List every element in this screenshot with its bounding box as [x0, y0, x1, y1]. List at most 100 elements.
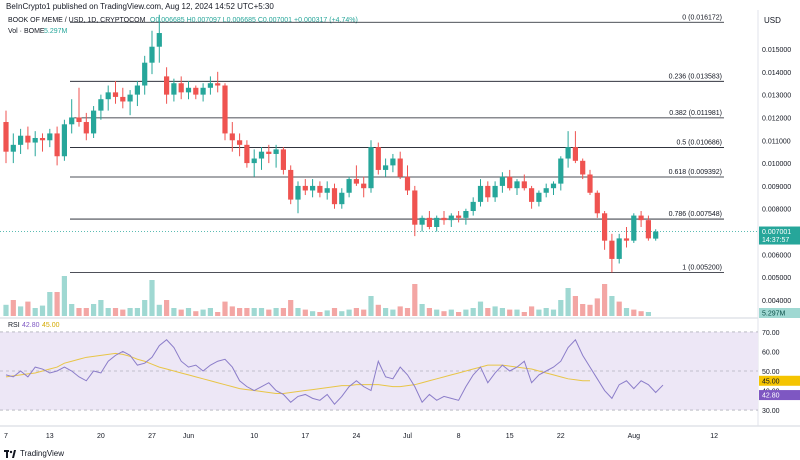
candle-body — [580, 160, 586, 175]
time-tick-label: 7 — [4, 433, 8, 440]
volume-bar — [280, 308, 286, 316]
candle-body — [258, 151, 265, 159]
volume-bar — [412, 284, 418, 316]
candle-body — [25, 135, 31, 143]
candle-body — [302, 185, 308, 191]
volume-bar — [273, 308, 279, 316]
candle-body — [280, 149, 286, 170]
candle-body — [616, 238, 622, 259]
volume-bar — [310, 311, 316, 316]
volume-bar — [507, 309, 513, 316]
volume-bar — [514, 309, 520, 316]
volume-bar — [565, 288, 571, 316]
volume-bar — [39, 305, 46, 316]
candle-body — [645, 220, 651, 239]
price-tick-label: 0.009000 — [762, 184, 791, 191]
candle-body — [609, 240, 615, 259]
price-tick-label: 0.008000 — [762, 207, 791, 214]
candle-body — [404, 176, 411, 191]
volume-bar — [456, 312, 462, 316]
price-tick-label: 0.010000 — [762, 161, 791, 168]
volume-bar — [587, 304, 593, 316]
symbol-title: BOOK OF MEME / USD, 1D, CRYPTOCOM — [8, 17, 146, 24]
last-price-badge — [759, 226, 800, 245]
volume-bar — [324, 310, 330, 316]
candle-body — [492, 185, 498, 198]
footer-brand[interactable]: TradingView — [4, 449, 64, 458]
candle-body — [98, 99, 104, 111]
currency-label: USD — [764, 16, 781, 25]
tradingview-logo-icon — [4, 449, 16, 458]
volume-bar — [580, 304, 586, 316]
candle-body — [120, 96, 126, 102]
volume-bar — [178, 309, 184, 316]
time-tick-label: 15 — [506, 433, 514, 440]
time-tick-label: 8 — [457, 433, 461, 440]
footer-brand-text: TradingView — [20, 449, 65, 458]
candle-body — [426, 217, 432, 227]
last-price-text: 0.007001 — [762, 229, 791, 236]
volume-bar — [200, 309, 206, 316]
rsi-tick-label: 50.00 — [762, 369, 780, 376]
volume-bar — [105, 308, 111, 316]
volume-bar — [441, 311, 447, 316]
price-tick-label: 0.004000 — [762, 298, 791, 305]
volume-bar — [543, 308, 549, 316]
volume-bar — [492, 306, 498, 316]
candle-body — [164, 76, 170, 95]
rsi-line — [5, 338, 664, 406]
candle-body — [558, 158, 564, 184]
candle-body — [39, 137, 46, 141]
price-tick-label: 0.013000 — [762, 93, 791, 100]
volume-bar — [61, 276, 67, 316]
volume-bar — [258, 308, 265, 316]
candle-body — [273, 149, 279, 154]
volume-bar — [550, 309, 557, 316]
candle-body — [623, 238, 630, 241]
volume-bar — [295, 308, 301, 316]
volume-bar — [54, 292, 60, 316]
candle-body — [193, 87, 199, 95]
publisher-line: BeInCrypto1 published on TradingView.com… — [6, 2, 274, 11]
volume-bar — [558, 300, 564, 316]
candle-body — [215, 83, 221, 86]
candle-body — [412, 190, 418, 225]
candle-body — [602, 213, 608, 241]
candle-body — [470, 201, 476, 212]
candle-body — [61, 124, 67, 157]
volume-bar — [302, 309, 308, 316]
candle-body — [529, 188, 535, 202]
candle-body — [514, 181, 520, 189]
volume-bar — [83, 308, 89, 316]
volume-bar — [317, 312, 323, 316]
volume-bar — [237, 308, 243, 316]
volume-bar — [383, 308, 389, 316]
candle-body — [565, 147, 571, 159]
volume-bar — [244, 308, 250, 316]
candle-body — [485, 185, 491, 198]
volume-bar — [470, 308, 476, 316]
candle-body — [361, 183, 367, 189]
volume-bar — [156, 304, 162, 316]
price-tick-label: 0.015000 — [762, 47, 791, 54]
time-tick-label: 24 — [353, 433, 361, 440]
volume-bar — [18, 306, 24, 316]
fib-label: 1 (0.005200) — [682, 265, 722, 272]
candle-body — [572, 147, 578, 161]
volume-bar — [397, 306, 403, 316]
volume-bar — [185, 308, 192, 316]
candle-body — [105, 92, 111, 100]
candle-body — [397, 158, 403, 177]
fib-label: 0 (0.016172) — [682, 14, 722, 21]
candle-body — [499, 176, 505, 186]
volume-bar — [127, 308, 133, 316]
candle-body — [339, 192, 345, 205]
volume-bar — [631, 309, 637, 316]
candle-body — [521, 181, 527, 189]
candle-body — [127, 94, 133, 102]
volume-bar — [266, 309, 272, 316]
volume-bar — [375, 304, 381, 316]
candle-body — [346, 179, 352, 193]
